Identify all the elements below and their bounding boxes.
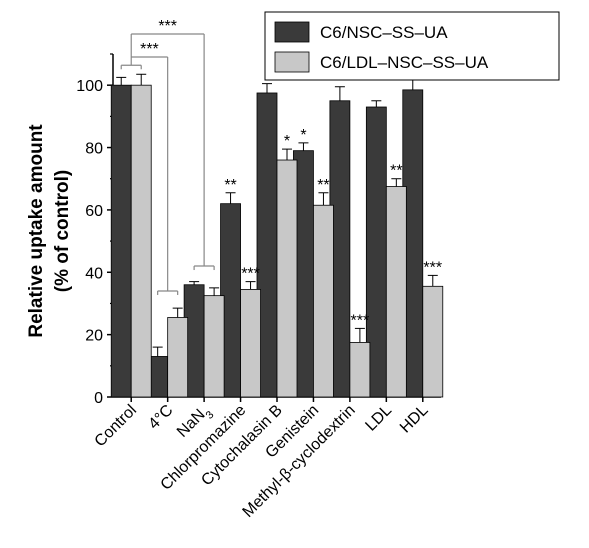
significance-label: *** <box>241 266 260 283</box>
x-tick-label: 4°C <box>145 402 176 433</box>
significance-label: *** <box>423 259 442 276</box>
y-tick-label: 100 <box>76 78 103 95</box>
significance-label: * <box>300 127 306 144</box>
legend-swatch <box>274 51 310 73</box>
y-axis-label-line1: Relative uptake amount <box>26 124 47 338</box>
significance-label: ** <box>390 163 402 180</box>
comparison-label: *** <box>158 18 177 35</box>
bar <box>130 84 152 398</box>
comparison-label: *** <box>140 41 159 58</box>
bar <box>276 159 298 398</box>
y-tick-label: 40 <box>85 265 103 282</box>
bar <box>385 186 407 398</box>
significance-label: ** <box>317 177 329 194</box>
x-tick-label: Control <box>92 402 140 450</box>
legend-box <box>264 11 560 81</box>
bar <box>240 289 261 398</box>
significance-label: * <box>284 133 290 150</box>
legend-swatch <box>274 21 310 43</box>
bar <box>167 317 189 398</box>
bar <box>313 204 334 398</box>
bar <box>349 342 371 398</box>
legend: C6/NSC–SS–UA C6/LDL–NSC–SS–UA <box>264 11 560 81</box>
bar <box>203 295 225 398</box>
y-tick-label: 80 <box>85 141 103 158</box>
legend-label: C6/NSC–SS–UA <box>320 23 448 42</box>
significance-label: *** <box>351 312 370 329</box>
bar <box>110 84 132 398</box>
y-tick-label: 0 <box>94 390 103 407</box>
y-tick-label: 20 <box>85 328 103 345</box>
y-tick-label: 60 <box>85 203 103 220</box>
x-tick-label: HDL <box>397 402 432 437</box>
legend-label: C6/LDL–NSC–SS–UA <box>320 53 489 72</box>
significance-brackets: *** *** <box>120 18 215 295</box>
x-tick-label: LDL <box>362 402 395 435</box>
bars: ***************** <box>110 73 444 398</box>
bar <box>422 285 444 398</box>
significance-label: ** <box>224 177 236 194</box>
y-axis-label-line2: (% of control) <box>52 170 73 292</box>
